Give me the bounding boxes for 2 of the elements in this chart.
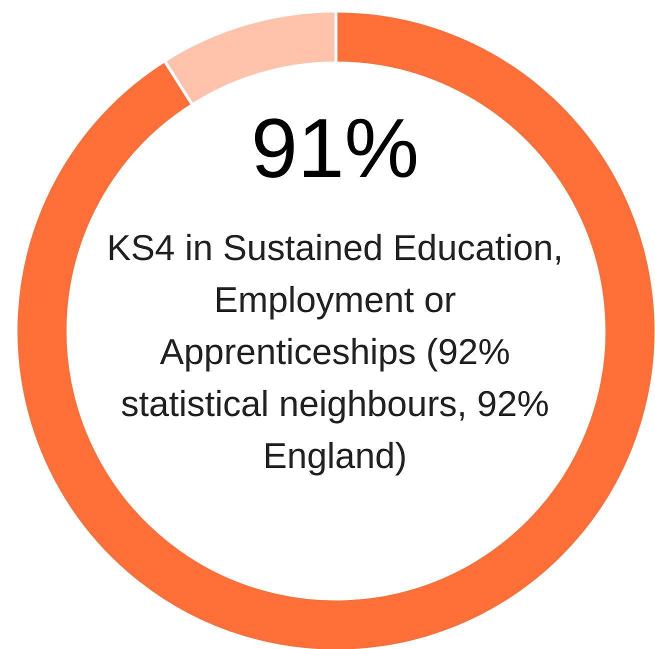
text: KS4 in Sustained Education, Employment or Apprenticeships (92% statistical neighbours, 92% England) xyxy=(106,226,564,478)
data-label: 91% xyxy=(250,100,420,197)
